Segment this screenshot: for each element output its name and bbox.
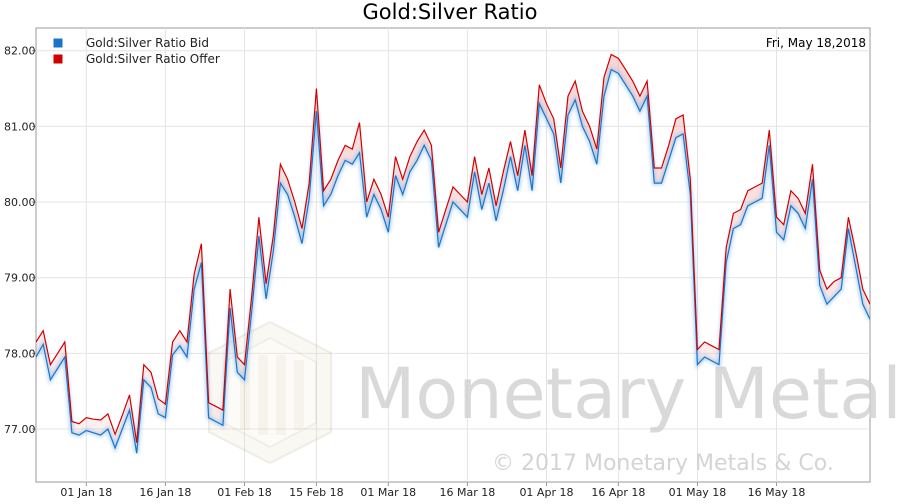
x-tick-label: 01 Mar 18: [360, 486, 416, 499]
legend-item-bid[interactable]: Gold:Silver Ratio Bid: [52, 36, 209, 50]
y-tick-label: 80.00: [4, 196, 36, 209]
y-tick-label: 82.00: [4, 45, 36, 58]
chart-legend: Gold:Silver Ratio Bid Gold:Silver Ratio …: [52, 36, 220, 66]
legend-swatch-offer: [52, 53, 64, 65]
legend-label-offer: Gold:Silver Ratio Offer: [86, 52, 220, 66]
x-tick-label: 16 Jan 18: [139, 486, 191, 499]
y-tick-label: 81.00: [4, 120, 36, 133]
legend-item-offer[interactable]: Gold:Silver Ratio Offer: [52, 52, 220, 66]
y-tick-label: 77.00: [4, 423, 36, 436]
series-line-offer: [36, 53, 870, 443]
legend-swatch-bid: [52, 37, 64, 49]
plot-area: [35, 27, 871, 483]
y-tick-label: 79.00: [4, 272, 36, 285]
x-tick-label: 16 May 18: [748, 486, 806, 499]
x-tick-label: 16 Apr 18: [591, 486, 645, 499]
watermark-copyright-text: © 2017 Monetary Metals & Co.: [492, 451, 834, 476]
watermark-brand-text: Monetary Metals: [355, 353, 900, 435]
legend-label-bid: Gold:Silver Ratio Bid: [86, 36, 209, 50]
x-tick-label: 01 May 18: [669, 486, 727, 499]
x-tick-label: 01 Feb 18: [217, 486, 271, 499]
x-tick-label: 15 Feb 18: [289, 486, 343, 499]
y-tick-label: 78.00: [4, 347, 36, 360]
x-axis-ticks: 01 Jan 18 16 Jan 18 01 Feb 18 15 Feb 18 01 M…: [60, 482, 805, 499]
y-axis-ticks: 82.00 81.00 80.00 79.00 78.00 77.00: [4, 45, 36, 436]
date-label: Fri, May 18,2018: [766, 36, 866, 50]
x-tick-label: 16 Mar 18: [440, 486, 496, 499]
monetary-metals-logo-icon: [208, 320, 332, 465]
x-tick-label: 01 Jan 18: [60, 486, 112, 499]
watermark: Monetary Metals © 2017 Monetary Metals &…: [208, 320, 900, 476]
series-line-bid: [36, 68, 870, 454]
chart-title: Gold:Silver Ratio: [363, 0, 538, 24]
x-tick-label: 01 Apr 18: [519, 486, 573, 499]
